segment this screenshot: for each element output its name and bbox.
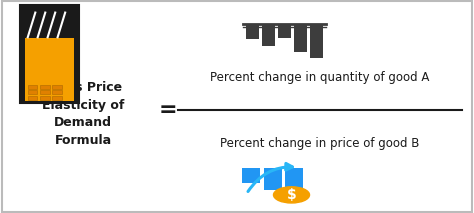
Bar [40,90,50,94]
Bar [26,7,74,35]
Bar [242,168,260,183]
Bar [40,85,50,89]
Bar [294,24,307,52]
Bar [285,168,303,197]
FancyArrowPatch shape [248,163,292,191]
Bar [27,90,37,94]
Bar [310,24,323,58]
Bar [246,24,259,39]
Text: =: = [159,100,178,120]
Text: Percent change in price of good B: Percent change in price of good B [220,137,419,150]
FancyBboxPatch shape [20,5,79,103]
Bar [262,24,275,46]
Text: $: $ [287,188,296,202]
Bar [264,168,282,190]
Bar [52,85,62,89]
Text: Cross Price
Elasticity of
Demand
Formula: Cross Price Elasticity of Demand Formula [42,81,124,147]
Bar [27,96,37,100]
Bar [27,85,37,89]
Bar [26,37,74,101]
Bar [52,96,62,100]
Bar [40,96,50,100]
Bar [26,12,74,38]
Bar [52,90,62,94]
Bar [278,24,291,38]
Circle shape [273,187,310,203]
Text: Percent change in quantity of good A: Percent change in quantity of good A [210,71,429,84]
